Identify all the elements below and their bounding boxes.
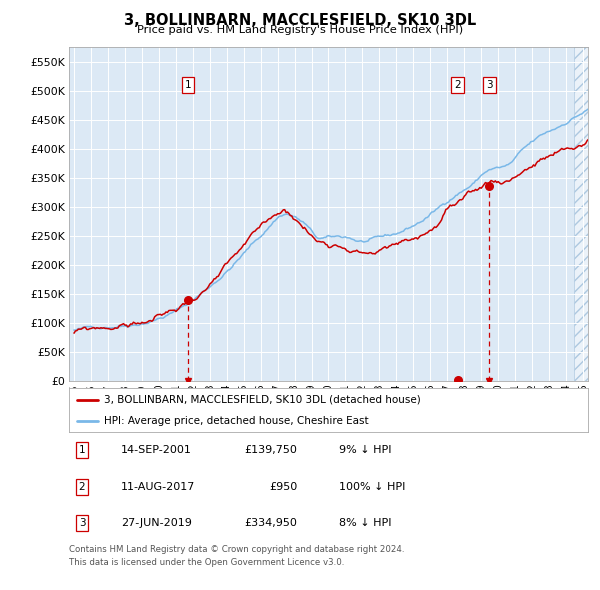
Text: 1: 1 — [79, 445, 85, 455]
Text: 3, BOLLINBARN, MACCLESFIELD, SK10 3DL: 3, BOLLINBARN, MACCLESFIELD, SK10 3DL — [124, 13, 476, 28]
Text: Price paid vs. HM Land Registry's House Price Index (HPI): Price paid vs. HM Land Registry's House … — [137, 25, 463, 35]
Bar — [574, 47, 600, 381]
Text: 3, BOLLINBARN, MACCLESFIELD, SK10 3DL (detached house): 3, BOLLINBARN, MACCLESFIELD, SK10 3DL (d… — [104, 395, 421, 405]
Text: 8% ↓ HPI: 8% ↓ HPI — [339, 519, 391, 528]
Text: HPI: Average price, detached house, Cheshire East: HPI: Average price, detached house, Ches… — [104, 416, 369, 426]
Text: 9% ↓ HPI: 9% ↓ HPI — [339, 445, 391, 455]
Text: 2: 2 — [454, 80, 461, 90]
Text: This data is licensed under the Open Government Licence v3.0.: This data is licensed under the Open Gov… — [69, 558, 344, 566]
Text: £950: £950 — [269, 482, 298, 491]
Text: 3: 3 — [486, 80, 493, 90]
Text: 1: 1 — [185, 80, 191, 90]
Text: 27-JUN-2019: 27-JUN-2019 — [121, 519, 192, 528]
Text: Contains HM Land Registry data © Crown copyright and database right 2024.: Contains HM Land Registry data © Crown c… — [69, 545, 404, 553]
Text: £334,950: £334,950 — [244, 519, 298, 528]
Text: 14-SEP-2001: 14-SEP-2001 — [121, 445, 192, 455]
Text: 2: 2 — [79, 482, 85, 491]
Text: 11-AUG-2017: 11-AUG-2017 — [121, 482, 195, 491]
Text: £139,750: £139,750 — [244, 445, 298, 455]
Text: 100% ↓ HPI: 100% ↓ HPI — [339, 482, 405, 491]
Bar — [574, 47, 600, 381]
Text: 3: 3 — [79, 519, 85, 528]
